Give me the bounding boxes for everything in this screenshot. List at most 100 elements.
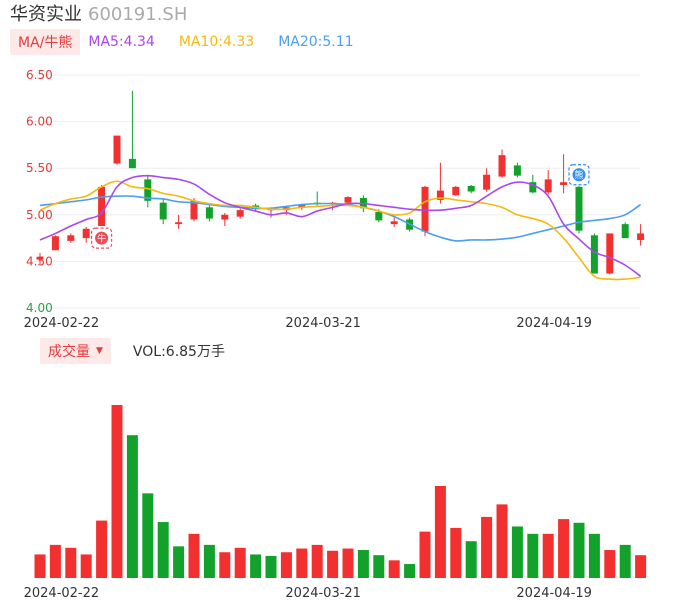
candle — [98, 184, 106, 226]
y-tick-label: 4.50 — [26, 254, 53, 268]
candle-body — [205, 207, 213, 219]
volume-bar — [604, 550, 616, 578]
volume-bar — [280, 552, 292, 578]
candle-body — [606, 233, 614, 274]
candle-body — [621, 224, 629, 239]
candle-body — [175, 222, 183, 225]
dropdown-caret-icon: ▼ — [96, 346, 103, 356]
candle-body — [144, 179, 152, 201]
volume-bar — [34, 554, 46, 578]
volume-bar — [142, 493, 154, 578]
candle-body — [344, 197, 352, 203]
x-tick-label: 2024-04-19 — [516, 316, 592, 331]
candle-body — [113, 135, 121, 164]
candle-body — [159, 202, 167, 220]
ma20-label: MA20:5.11 — [278, 34, 354, 50]
x-tick-label: 2024-02-22 — [24, 586, 100, 601]
volume-bar — [173, 546, 185, 578]
volume-bar — [80, 554, 92, 578]
y-tick-label: 6.00 — [26, 115, 53, 129]
bear-marker[interactable]: 熊 — [568, 164, 590, 186]
volume-bar — [126, 435, 138, 578]
candle — [159, 198, 167, 225]
candle-body — [544, 179, 552, 193]
volume-bar — [311, 544, 323, 578]
volume-indicator-dropdown[interactable]: 成交量 ▼ — [40, 338, 111, 364]
candle — [221, 212, 229, 226]
candle — [621, 222, 629, 239]
x-tick-label: 2024-03-21 — [285, 316, 361, 331]
volume-bar — [588, 533, 600, 578]
ma-legend: MA/牛熊 MA5:4.34 MA10:4.33 MA20:5.11 — [10, 29, 378, 55]
volume-bar — [296, 548, 308, 578]
candle — [498, 149, 506, 178]
volume-bar — [635, 555, 647, 578]
candle-body — [221, 214, 229, 220]
candle-body — [67, 235, 75, 241]
volume-bar — [250, 554, 262, 578]
volume-bar — [542, 533, 554, 578]
bull-marker[interactable]: 牛 — [90, 227, 113, 249]
candle-body — [190, 200, 198, 220]
candle — [67, 233, 75, 243]
marker-frame — [90, 227, 113, 249]
signal-markers: 牛熊 — [90, 164, 590, 249]
volume-bar — [465, 541, 477, 578]
candle-body — [483, 174, 491, 190]
y-tick-label: 6.50 — [26, 68, 53, 82]
ma10-label: MA10:4.33 — [178, 34, 255, 50]
volume-bar — [558, 519, 570, 578]
candle-body — [498, 155, 506, 177]
volume-bar — [49, 544, 61, 578]
candle — [390, 217, 398, 227]
volume-bar — [450, 527, 462, 578]
candle-body — [236, 210, 244, 217]
candle-body — [529, 182, 537, 193]
candle-body — [421, 186, 429, 232]
volume-bar — [234, 547, 246, 578]
candle-body — [637, 233, 645, 240]
candle — [452, 185, 460, 197]
x-tick-label: 2024-03-21 — [285, 586, 361, 601]
candle-body — [575, 186, 583, 231]
candle-body — [513, 165, 521, 176]
ma20-line — [39, 195, 642, 242]
volume-bar — [481, 516, 493, 578]
y-tick-label: 4.00 — [26, 301, 53, 315]
candle — [144, 174, 152, 208]
candle-body — [560, 182, 568, 185]
candle-body — [375, 212, 383, 221]
marker-label: 牛 — [97, 233, 106, 245]
candle-body — [452, 186, 460, 196]
volume-bar — [527, 533, 539, 578]
candle — [205, 203, 213, 222]
volume-bar — [342, 548, 354, 578]
candle — [560, 154, 568, 194]
ma-indicator-badge[interactable]: MA/牛熊 — [10, 29, 81, 55]
candle-body — [590, 235, 598, 274]
y-tick-label: 5.00 — [26, 208, 53, 222]
volume-bar — [434, 485, 446, 578]
volume-bar — [619, 544, 631, 578]
volume-header: 成交量 ▼ VOL:6.85万手 — [40, 338, 225, 364]
candle-body — [298, 204, 306, 208]
candle — [606, 233, 614, 275]
volume-bar — [265, 555, 277, 578]
volume-bar — [188, 533, 200, 578]
volume-bar — [219, 552, 231, 578]
volume-bar — [573, 522, 585, 578]
candle — [575, 185, 583, 234]
candle — [175, 214, 183, 229]
candle-body — [436, 190, 444, 200]
marker-label: 熊 — [574, 169, 583, 181]
stock-code: 600191.SH — [88, 4, 188, 25]
candle — [483, 168, 491, 192]
candle — [421, 185, 429, 237]
candle — [467, 184, 475, 194]
price-date-axis: 2024-02-22 2024-03-21 2024-04-19 — [24, 316, 592, 331]
ma5-label: MA5:4.34 — [88, 34, 155, 50]
x-tick-label: 2024-04-19 — [516, 586, 592, 601]
candle — [113, 135, 121, 165]
volume-date-axis: 2024-02-22 2024-03-21 2024-04-19 — [24, 586, 592, 601]
